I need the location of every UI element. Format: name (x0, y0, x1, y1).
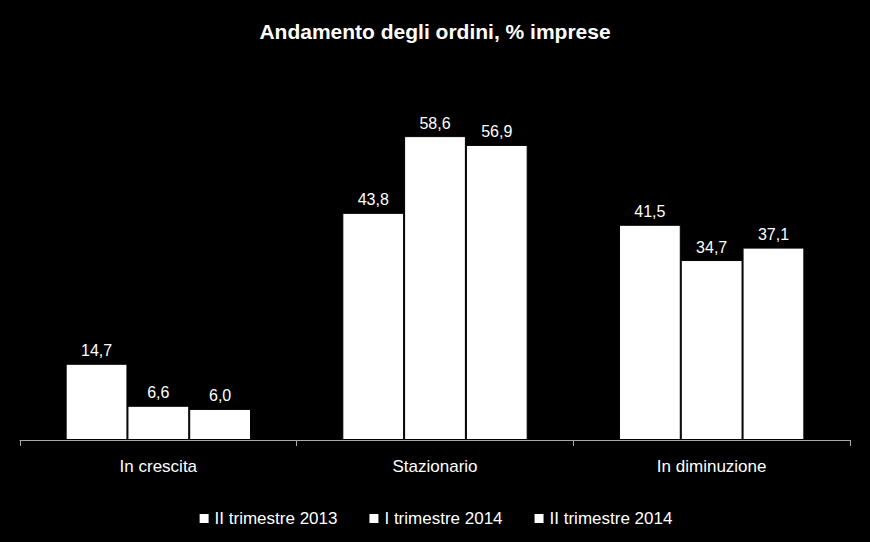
svg-text:In crescita: In crescita (120, 457, 198, 476)
svg-text:56,9: 56,9 (481, 123, 512, 140)
svg-text:34,7: 34,7 (696, 239, 727, 256)
svg-text:II trimestre 2014: II trimestre 2014 (550, 509, 673, 528)
svg-text:Stazionario: Stazionario (392, 457, 477, 476)
svg-text:II trimestre 2013: II trimestre 2013 (215, 509, 338, 528)
svg-text:43,8: 43,8 (358, 191, 389, 208)
svg-text:6,6: 6,6 (147, 384, 169, 401)
svg-text:14,7: 14,7 (81, 342, 112, 359)
svg-text:Andamento degli ordini, % impr: Andamento degli ordini, % imprese (259, 20, 610, 43)
svg-text:58,6: 58,6 (419, 115, 450, 132)
svg-text:37,1: 37,1 (758, 226, 789, 243)
svg-text:In diminuzione: In diminuzione (657, 457, 767, 476)
svg-text:6,0: 6,0 (209, 387, 231, 404)
svg-text:I trimestre 2014: I trimestre 2014 (384, 509, 502, 528)
svg-text:41,5: 41,5 (634, 203, 665, 220)
